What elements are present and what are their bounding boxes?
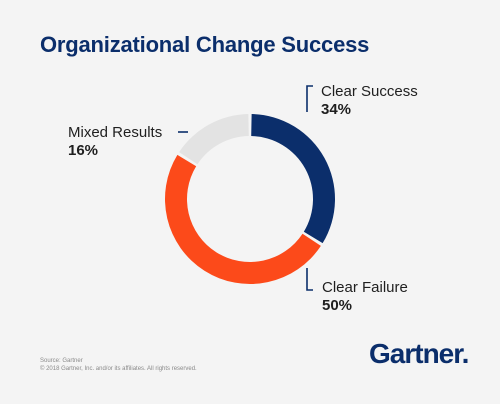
leader-clear-success — [306, 85, 313, 112]
logo-dot: . — [461, 338, 470, 369]
source-text: Source: Gartner — [40, 358, 83, 364]
clear-failure-value: 50% — [322, 297, 353, 314]
leader-clear-failure — [306, 268, 313, 291]
slice-clear-success — [251, 114, 336, 244]
chart-title: Organizational Change Success — [40, 32, 370, 57]
clear-success-name: Clear Success — [321, 83, 418, 100]
logo-text: Gartner — [369, 338, 463, 369]
clear-success-value: 34% — [321, 101, 352, 118]
clear-failure-name: Clear Failure — [322, 279, 408, 296]
gartner-logo: Gartner. — [369, 338, 470, 370]
mixed-results-value: 16% — [68, 142, 99, 159]
slice-clear-failure — [164, 154, 321, 285]
label-clear-success: Clear Success 34% — [321, 83, 418, 119]
slice-mixed-results — [179, 114, 249, 165]
mixed-results-name: Mixed Results — [68, 124, 163, 141]
label-clear-failure: Clear Failure 50% — [322, 279, 408, 315]
source-note: Source: Gartner © 2018 Gartner, Inc. and… — [40, 357, 197, 373]
label-mixed-results: Mixed Results 16% — [68, 124, 162, 160]
copyright-text: © 2018 Gartner, Inc. and/or its affiliat… — [40, 366, 197, 372]
